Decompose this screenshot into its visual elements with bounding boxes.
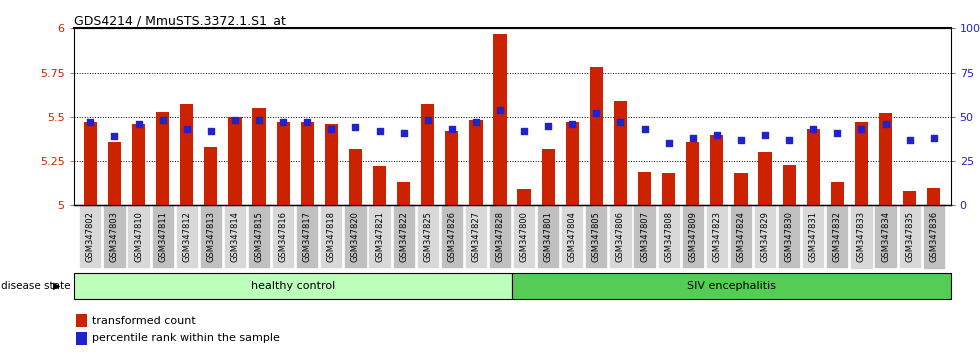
- Point: [82, 119, 98, 125]
- Point: [227, 118, 243, 123]
- Bar: [782, 165, 796, 205]
- Bar: [613, 101, 627, 205]
- Bar: [710, 135, 723, 205]
- Bar: [373, 166, 386, 205]
- Point: [468, 119, 484, 125]
- Point: [323, 126, 339, 132]
- Bar: [686, 142, 700, 205]
- Bar: [879, 113, 892, 205]
- Bar: [253, 108, 266, 205]
- Bar: [204, 147, 218, 205]
- Point: [733, 137, 749, 143]
- Point: [709, 132, 724, 137]
- Point: [130, 121, 146, 127]
- Bar: [493, 34, 507, 205]
- Bar: [349, 149, 362, 205]
- Bar: [276, 122, 290, 205]
- Point: [371, 128, 387, 134]
- Point: [661, 141, 676, 146]
- Text: ▶: ▶: [53, 281, 61, 291]
- Point: [348, 125, 364, 130]
- Text: healthy control: healthy control: [251, 281, 335, 291]
- Point: [637, 126, 653, 132]
- Bar: [108, 142, 122, 205]
- Point: [516, 128, 532, 134]
- Bar: [927, 188, 941, 205]
- Point: [275, 119, 291, 125]
- Point: [396, 130, 412, 136]
- Bar: [397, 182, 411, 205]
- Point: [251, 118, 267, 123]
- Point: [829, 130, 845, 136]
- Bar: [734, 173, 748, 205]
- Bar: [759, 152, 771, 205]
- Bar: [76, 332, 86, 345]
- Bar: [469, 120, 482, 205]
- Point: [492, 107, 508, 113]
- Bar: [156, 112, 170, 205]
- Bar: [512, 273, 951, 299]
- Point: [564, 121, 580, 127]
- Text: transformed count: transformed count: [92, 316, 196, 326]
- Text: percentile rank within the sample: percentile rank within the sample: [92, 333, 280, 343]
- Bar: [542, 149, 555, 205]
- Bar: [807, 129, 820, 205]
- Bar: [421, 104, 434, 205]
- Point: [685, 135, 701, 141]
- Text: SIV encephalitis: SIV encephalitis: [687, 281, 776, 291]
- Point: [612, 119, 628, 125]
- Bar: [903, 191, 916, 205]
- Bar: [76, 314, 86, 327]
- Point: [540, 123, 556, 129]
- Point: [926, 135, 942, 141]
- Bar: [638, 172, 651, 205]
- Text: GDS4214 / MmuSTS.3372.1.S1_at: GDS4214 / MmuSTS.3372.1.S1_at: [74, 14, 285, 27]
- Point: [878, 121, 894, 127]
- Point: [806, 126, 821, 132]
- Point: [155, 118, 171, 123]
- Point: [203, 128, 219, 134]
- Bar: [83, 122, 97, 205]
- Point: [300, 119, 316, 125]
- Bar: [565, 122, 579, 205]
- Point: [854, 126, 869, 132]
- Bar: [445, 131, 459, 205]
- Point: [758, 132, 773, 137]
- Bar: [662, 173, 675, 205]
- Text: disease state: disease state: [1, 281, 71, 291]
- Bar: [74, 273, 512, 299]
- Point: [781, 137, 797, 143]
- Bar: [228, 117, 242, 205]
- Point: [589, 110, 605, 116]
- Bar: [855, 122, 868, 205]
- Bar: [831, 182, 844, 205]
- Bar: [180, 104, 193, 205]
- Bar: [132, 124, 145, 205]
- Point: [444, 126, 460, 132]
- Bar: [517, 189, 531, 205]
- Bar: [590, 67, 603, 205]
- Point: [107, 133, 122, 139]
- Point: [902, 137, 917, 143]
- Point: [419, 118, 435, 123]
- Bar: [301, 122, 314, 205]
- Bar: [324, 124, 338, 205]
- Point: [179, 126, 195, 132]
